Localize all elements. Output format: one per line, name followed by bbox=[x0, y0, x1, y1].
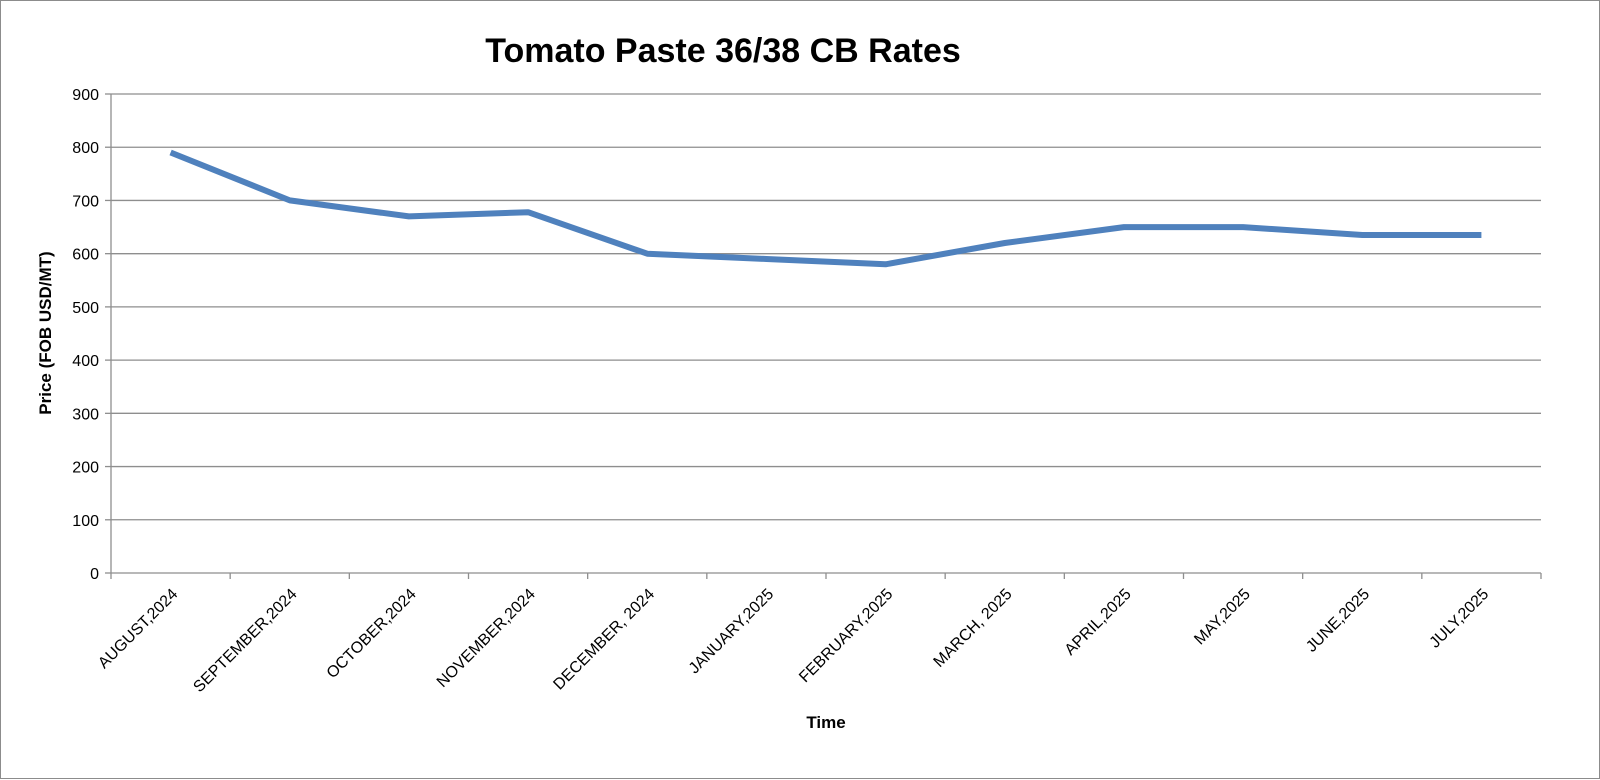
x-tick-label: JUNE,2025 bbox=[1303, 586, 1373, 656]
series-group bbox=[170, 152, 1481, 264]
x-tick-label: OCTOBER,2024 bbox=[324, 586, 420, 682]
y-axis-ticks: 0 100 200 300 400 500 600 700 800 900 bbox=[72, 87, 111, 583]
chart-title: Tomato Paste 36/38 CB Rates bbox=[485, 32, 961, 70]
x-tick-label: AUGUST,2024 bbox=[95, 586, 181, 672]
x-tick-label: APRIL,2025 bbox=[1062, 586, 1135, 659]
y-tick-label: 600 bbox=[72, 247, 99, 264]
x-axis-title: Time bbox=[806, 713, 845, 732]
x-tick-label: JANUARY,2025 bbox=[686, 586, 778, 678]
x-tick-label: NOVEMBER,2024 bbox=[434, 586, 539, 691]
axes bbox=[111, 94, 1541, 573]
y-tick-label: 400 bbox=[72, 353, 99, 370]
y-tick-label: 900 bbox=[72, 87, 99, 104]
y-tick-label: 300 bbox=[72, 406, 99, 423]
x-tick-label: DECEMBER, 2024 bbox=[550, 586, 658, 694]
x-tick-label: SEPTEMBER,2024 bbox=[190, 586, 300, 696]
y-axis-title: Price (FOB USD/MT) bbox=[36, 251, 55, 414]
x-tick-label: JULY,2025 bbox=[1427, 586, 1493, 652]
x-tick-label: MAY,2025 bbox=[1191, 586, 1254, 649]
x-tick-label: MARCH, 2025 bbox=[931, 586, 1016, 671]
y-tick-label: 800 bbox=[72, 140, 99, 157]
y-tick-label: 200 bbox=[72, 460, 99, 477]
y-tick-label: 700 bbox=[72, 193, 99, 210]
y-tick-label: 500 bbox=[72, 300, 99, 317]
y-tick-label: 0 bbox=[90, 566, 99, 583]
x-tick-label: FEBRUARY,2025 bbox=[796, 586, 896, 686]
grid-lines bbox=[111, 94, 1541, 520]
series-line-0 bbox=[171, 153, 1482, 265]
y-tick-label: 100 bbox=[72, 513, 99, 530]
